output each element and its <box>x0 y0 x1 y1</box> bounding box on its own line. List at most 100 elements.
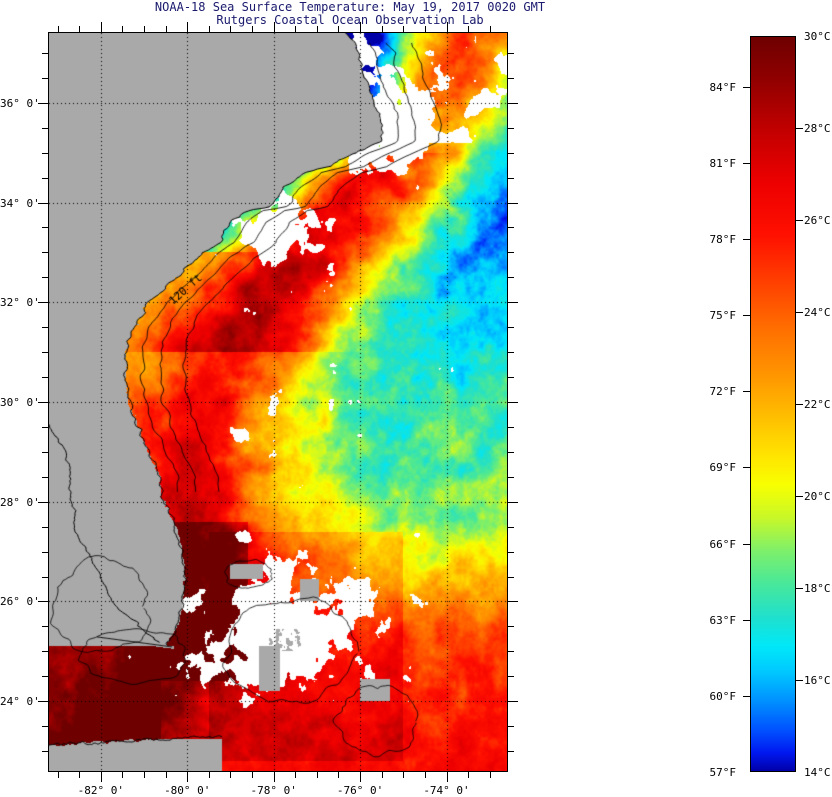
y-tick <box>42 327 48 328</box>
y-tick <box>38 203 48 204</box>
map-plot-area[interactable] <box>48 32 508 772</box>
x-tick <box>447 772 448 782</box>
x-tick <box>209 772 210 778</box>
colorbar-tick-f <box>743 391 750 392</box>
x-tick <box>101 772 102 782</box>
y-tick <box>42 726 48 727</box>
x-tick-top <box>490 26 491 32</box>
y-tick <box>42 252 48 253</box>
x-tick-top <box>317 26 318 32</box>
x-tick <box>425 772 426 778</box>
colorbar-label-fahrenheit: 72°F <box>709 385 737 399</box>
colorbar-label-fahrenheit: 60°F <box>709 689 737 703</box>
y-tick-right <box>508 203 518 204</box>
colorbar-gradient-frame <box>750 36 796 772</box>
colorbar-tick-f <box>743 696 750 697</box>
y-axis-label: 36° 0' <box>0 96 40 110</box>
x-tick-top <box>187 22 188 32</box>
y-axis-label: 28° 0' <box>0 495 40 509</box>
x-axis-label: -82° 0' <box>77 784 125 797</box>
y-tick <box>38 701 48 702</box>
x-tick <box>382 772 383 778</box>
y-tick-right <box>508 651 514 652</box>
x-tick <box>144 772 145 778</box>
y-tick-right <box>508 103 518 104</box>
x-tick <box>79 772 80 778</box>
y-tick-right <box>508 352 514 353</box>
x-tick-top <box>58 26 59 32</box>
y-tick <box>42 427 48 428</box>
x-tick <box>317 772 318 778</box>
x-tick <box>58 772 59 778</box>
y-axis-label: 30° 0' <box>0 396 40 409</box>
y-axis-label: 24° 0' <box>0 695 40 709</box>
colorbar-tick-f <box>743 239 750 240</box>
y-tick-right <box>508 477 514 478</box>
x-tick <box>360 772 361 782</box>
colorbar-label-fahrenheit: 66°F <box>709 537 737 551</box>
x-tick-top <box>230 26 231 32</box>
title-line-2: Rutgers Coastal Ocean Observation Lab <box>216 13 484 27</box>
x-tick-top <box>274 22 275 32</box>
x-axis-label: -76° 0' <box>336 784 384 797</box>
colorbar-label-fahrenheit: 69°F <box>709 461 737 475</box>
y-tick-right <box>508 452 514 453</box>
colorbar-label-celsius: 18°C <box>804 582 831 595</box>
colorbar-tick-c <box>796 220 803 221</box>
y-tick <box>42 153 48 154</box>
y-tick-right <box>508 53 514 54</box>
y-tick <box>42 227 48 228</box>
colorbar-tick-f <box>743 467 750 468</box>
colorbar-label-fahrenheit: 75°F <box>709 309 737 323</box>
y-tick <box>38 601 48 602</box>
y-tick-right <box>508 577 514 578</box>
colorbar-label-celsius: 14°C <box>804 766 831 779</box>
y-tick <box>42 477 48 478</box>
y-axis-label: 32° 0' <box>0 296 40 310</box>
y-tick <box>42 527 48 528</box>
colorbar-tick-f <box>743 87 750 88</box>
x-tick-top <box>447 22 448 32</box>
x-tick <box>166 772 167 778</box>
x-tick <box>468 772 469 778</box>
colorbar-label-fahrenheit: 78°F <box>709 233 737 247</box>
colorbar-label-celsius: 24°C <box>804 306 831 319</box>
colorbar-tick-c <box>796 588 803 589</box>
y-tick-right <box>508 178 514 179</box>
y-tick-right <box>508 701 518 702</box>
y-tick <box>38 502 48 503</box>
x-tick <box>122 772 123 778</box>
y-tick <box>42 178 48 179</box>
y-tick <box>42 277 48 278</box>
y-tick-right <box>508 227 514 228</box>
title-line-1: NOAA-18 Sea Surface Temperature: May 19,… <box>154 0 546 14</box>
colorbar-tick-c <box>796 404 803 405</box>
y-tick <box>42 577 48 578</box>
y-tick-right <box>508 751 514 752</box>
x-tick-top <box>252 26 253 32</box>
colorbar-tick-f <box>743 315 750 316</box>
colorbar-label-fahrenheit: 81°F <box>709 156 737 170</box>
y-tick-right <box>508 277 514 278</box>
y-tick-right <box>508 601 518 602</box>
y-tick-right <box>508 327 514 328</box>
x-tick-top <box>382 26 383 32</box>
colorbar-tick-c <box>796 312 803 313</box>
y-tick-right <box>508 427 514 428</box>
x-tick-top <box>122 26 123 32</box>
y-tick <box>38 402 48 403</box>
x-tick-top <box>79 26 80 32</box>
colorbar-tick-f <box>743 163 750 164</box>
colorbar-gradient <box>751 37 795 771</box>
y-tick <box>42 676 48 677</box>
colorbar[interactable] <box>750 36 796 772</box>
y-tick <box>42 552 48 553</box>
y-tick <box>42 128 48 129</box>
x-tick <box>403 772 404 778</box>
y-tick-right <box>508 302 518 303</box>
x-tick-top <box>360 22 361 32</box>
x-tick-top <box>101 22 102 32</box>
colorbar-tick-f <box>743 544 750 545</box>
colorbar-label-fahrenheit: 84°F <box>709 80 737 94</box>
